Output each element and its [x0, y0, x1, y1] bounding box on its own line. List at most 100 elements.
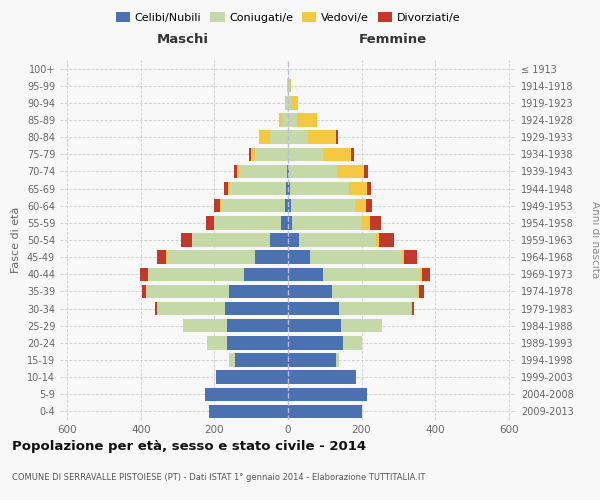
Bar	[209, 404, 288, 418]
Bar	[376, 234, 379, 246]
Bar	[288, 250, 310, 264]
Bar	[229, 354, 235, 366]
Bar	[288, 216, 292, 230]
Bar	[422, 268, 430, 281]
Bar	[288, 354, 336, 366]
Y-axis label: Fasce di età: Fasce di età	[11, 207, 21, 273]
Bar	[289, 79, 291, 92]
Bar	[206, 216, 214, 230]
Bar	[255, 250, 288, 264]
Bar	[340, 302, 411, 316]
Bar	[142, 284, 146, 298]
Bar	[288, 182, 290, 196]
Bar	[281, 216, 288, 230]
Text: Popolazione per età, sesso e stato civile - 2014: Popolazione per età, sesso e stato civil…	[12, 440, 366, 453]
Bar	[183, 319, 227, 332]
Bar	[332, 284, 417, 298]
Bar	[251, 148, 255, 161]
Bar	[288, 96, 291, 110]
Bar	[364, 164, 368, 178]
Bar	[287, 164, 288, 178]
Bar	[367, 182, 371, 196]
Bar	[288, 284, 332, 298]
Bar	[227, 319, 288, 332]
Bar	[404, 250, 417, 264]
Bar	[288, 148, 323, 161]
Bar	[288, 268, 323, 281]
Bar	[228, 182, 229, 196]
Bar	[229, 182, 286, 196]
Bar	[288, 404, 362, 418]
Bar	[411, 302, 412, 316]
Bar	[362, 216, 370, 230]
Bar	[288, 79, 289, 92]
Bar	[229, 284, 288, 298]
Bar	[255, 148, 288, 161]
Bar	[337, 164, 364, 178]
Bar	[244, 268, 288, 281]
Bar	[140, 268, 148, 281]
Bar	[193, 234, 269, 246]
Bar	[235, 164, 237, 178]
Text: Maschi: Maschi	[157, 32, 209, 46]
Bar	[288, 370, 356, 384]
Bar	[290, 182, 349, 196]
Bar	[148, 268, 244, 281]
Bar	[283, 114, 288, 126]
Bar	[341, 319, 382, 332]
Bar	[308, 130, 336, 144]
Bar	[323, 268, 421, 281]
Bar	[269, 234, 288, 246]
Bar	[367, 199, 372, 212]
Bar	[286, 96, 288, 110]
Bar	[291, 199, 355, 212]
Bar	[220, 199, 221, 212]
Bar	[343, 336, 362, 349]
Bar	[157, 250, 166, 264]
Bar	[224, 182, 228, 196]
Bar	[237, 164, 239, 178]
Text: Femmine: Femmine	[359, 32, 427, 46]
Bar	[288, 336, 343, 349]
Bar	[379, 234, 394, 246]
Bar	[288, 199, 291, 212]
Bar	[349, 182, 367, 196]
Bar	[370, 216, 380, 230]
Bar	[269, 130, 288, 144]
Bar	[287, 79, 288, 92]
Legend: Celibi/Nubili, Coniugati/e, Vedovi/e, Divorziati/e: Celibi/Nubili, Coniugati/e, Vedovi/e, Di…	[112, 8, 464, 28]
Bar	[214, 216, 281, 230]
Bar	[205, 388, 288, 401]
Bar	[336, 130, 338, 144]
Bar	[207, 336, 227, 349]
Bar	[259, 130, 269, 144]
Bar	[221, 199, 285, 212]
Bar	[291, 96, 298, 110]
Bar	[155, 302, 157, 316]
Bar	[285, 96, 286, 110]
Bar	[299, 234, 376, 246]
Bar	[289, 164, 337, 178]
Bar	[181, 234, 191, 246]
Bar	[288, 234, 299, 246]
Bar	[226, 302, 288, 316]
Bar	[288, 388, 367, 401]
Bar	[350, 148, 354, 161]
Bar	[166, 250, 167, 264]
Bar	[292, 216, 362, 230]
Bar	[235, 354, 288, 366]
Bar	[167, 250, 255, 264]
Bar	[288, 319, 341, 332]
Bar	[146, 284, 229, 298]
Bar	[336, 354, 340, 366]
Bar	[250, 148, 251, 161]
Bar	[288, 302, 340, 316]
Bar	[288, 114, 297, 126]
Y-axis label: Anni di nascita: Anni di nascita	[590, 202, 600, 278]
Bar	[227, 336, 288, 349]
Bar	[279, 114, 283, 126]
Bar	[297, 114, 317, 126]
Bar	[214, 199, 220, 212]
Bar	[421, 268, 422, 281]
Bar	[310, 250, 402, 264]
